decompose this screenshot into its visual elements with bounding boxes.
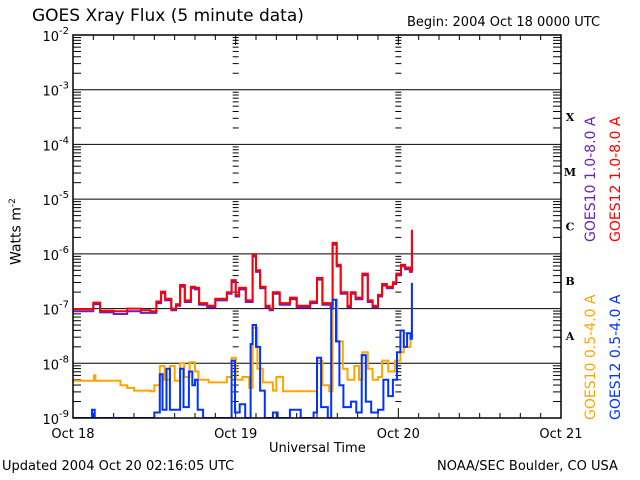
y-tick-label: 10-4 (42, 135, 69, 154)
credit: NOAA/SEC Boulder, CO USA (437, 459, 618, 474)
y-tick-exponent: -9 (59, 409, 69, 420)
y-tick-exponent: -3 (59, 81, 69, 92)
flare-class-label: B (565, 275, 574, 288)
y-tick-label: 10-9 (42, 409, 69, 428)
legend-goes10-long: GOES10 1.0-8.0 A (583, 116, 599, 242)
x-tick-label: Oct 19 (214, 427, 257, 442)
flare-class-label: M (564, 166, 576, 179)
legend-goes12-long: GOES12 1.0-8.0 A (608, 116, 624, 242)
y-tick-exponent: -4 (59, 135, 69, 146)
x-tick-label: Oct 18 (51, 427, 94, 442)
y-tick-exponent: -5 (59, 190, 69, 201)
y-tick-label: 10-6 (42, 245, 69, 264)
y-tick-label: 10-7 (42, 300, 69, 319)
y-tick-label: 10-8 (42, 354, 69, 373)
y-tick-exponent: -8 (59, 354, 69, 365)
y-tick-base: 10 (42, 358, 59, 373)
y-tick-base: 10 (42, 304, 59, 319)
series-line-3 (73, 282, 413, 418)
y-tick-base: 10 (42, 249, 59, 264)
y-tick-label: 10-2 (42, 26, 69, 45)
y-tick-label: 10-3 (42, 81, 69, 100)
y-tick-base: 10 (42, 194, 59, 209)
y-tick-exponent: -7 (59, 300, 69, 311)
y-tick-exponent: -6 (59, 245, 69, 256)
flare-class-label: C (566, 221, 575, 234)
y-tick-base: 10 (42, 139, 59, 154)
legend-goes10-short: GOES10 0.5-4.0 A (583, 294, 599, 420)
y-tick-base: 10 (42, 85, 59, 100)
x-axis-label: Universal Time (269, 441, 366, 456)
y-tick-base: 10 (42, 30, 59, 45)
updated-timestamp: Updated 2004 Oct 20 02:16:05 UTC (2, 459, 235, 474)
x-tick-label: Oct 21 (539, 427, 582, 442)
x-tick-label: Oct 20 (377, 427, 420, 442)
y-tick-label: 10-5 (42, 190, 69, 209)
y-tick-base: 10 (42, 413, 59, 428)
plot-frame (72, 34, 562, 419)
y-axis-label-text: Watts m (8, 207, 25, 265)
begin-time: Begin: 2004 Oct 18 0000 UTC (407, 15, 601, 30)
y-tick-exponent: -2 (59, 26, 69, 37)
flare-class-label: A (565, 330, 575, 343)
series-line-1 (73, 229, 413, 313)
flare-class-label: X (566, 111, 575, 124)
y-axis-label-sup: -2 (8, 198, 18, 208)
chart-title: GOES Xray Flux (5 minute data) (32, 6, 304, 26)
legend-goes12-short: GOES12 0.5-4.0 A (608, 294, 624, 420)
series-line-0 (73, 230, 413, 315)
y-axis-label: Watts m-2 (8, 198, 25, 265)
